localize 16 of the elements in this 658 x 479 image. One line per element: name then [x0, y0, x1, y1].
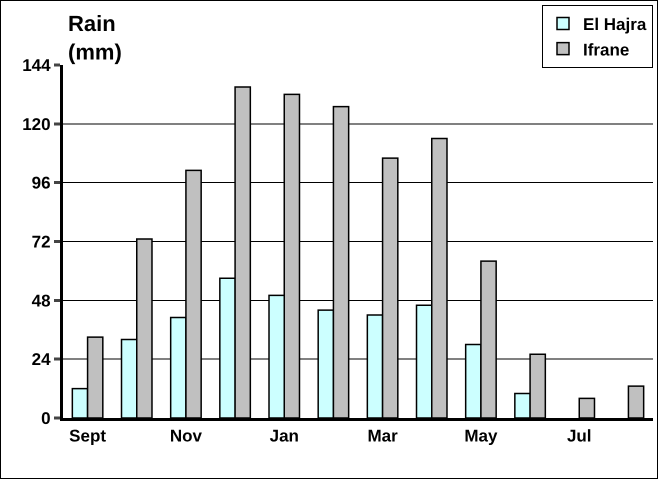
legend-label: El Hajra — [583, 15, 647, 34]
x-tick-label: Sept — [69, 426, 106, 446]
y-tick-label: 24 — [32, 350, 52, 370]
y-tick-label: 72 — [32, 232, 51, 252]
y-tick-label: 48 — [32, 291, 51, 310]
x-tick-label: Nov — [170, 426, 203, 446]
y-tick-label: 144 — [22, 56, 52, 75]
x-tick-label: Jan — [270, 426, 299, 446]
y-axis-title: Rain (mm) — [68, 11, 122, 65]
y-tick-label: 0 — [41, 408, 51, 428]
x-tick-label: May — [464, 426, 498, 446]
x-tick-label: Mar — [367, 426, 398, 446]
legend-label: Ifrane — [583, 40, 630, 60]
y-tick-label: 120 — [22, 114, 51, 134]
y-tick-label: 96 — [32, 174, 51, 193]
x-tick-label: Jul — [566, 426, 592, 446]
